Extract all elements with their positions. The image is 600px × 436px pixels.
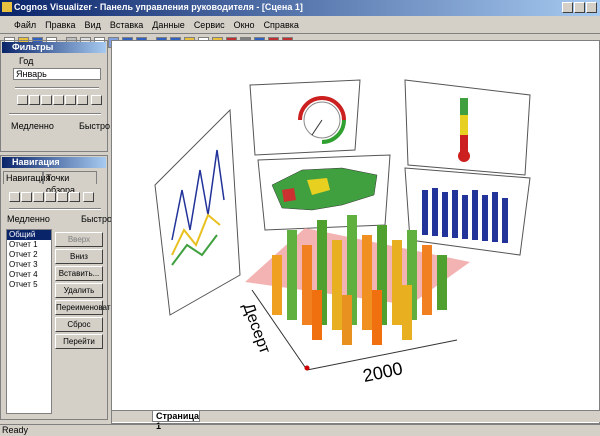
menu-item[interactable]: Файл [14,20,37,30]
tab-label: Навигация [6,173,51,183]
fast-label: Быстро [79,121,111,131]
media-button[interactable] [41,95,52,105]
media-button[interactable] [53,95,64,105]
thermo-tube [460,115,468,135]
maximize[interactable] [574,2,585,13]
status-text: Ready [2,425,29,435]
line-panel[interactable] [154,108,241,316]
list-item[interactable]: Общий план [7,230,51,249]
list-item[interactable]: Отчет 5 [9,280,38,289]
panel-title: Навигация [12,157,60,167]
sheet-tab-label: Страница 1 [156,411,200,431]
panel-title: Фильтры [12,42,54,52]
minimize[interactable] [562,2,573,13]
separator [0,33,600,34]
tab[interactable]: Навигация [3,171,50,184]
speed-slider[interactable] [9,208,101,210]
nav-button[interactable]: Вставить... [55,266,103,281]
panel-bars [422,188,508,243]
list-item[interactable]: Отчет 1 [9,240,38,249]
list-item[interactable]: Отчет 4 [9,270,38,279]
media-button[interactable] [21,192,32,202]
filter-value-text: Январь [16,69,47,79]
bars-3d [272,215,447,345]
list-item[interactable]: Отчет 3 [9,260,38,269]
media-button[interactable] [77,95,88,105]
tab-label: Точки обзора [46,173,76,195]
speed-slider[interactable] [9,113,101,115]
media-button[interactable] [65,95,76,105]
fast-label: Быстро [81,214,113,224]
menu-item[interactable]: Правка [45,20,76,30]
scene-3d: Десерт 2000 [154,79,531,386]
menu-item[interactable]: Данные [152,20,185,30]
media-button[interactable] [33,192,44,202]
media-button[interactable] [57,192,68,202]
list-item[interactable]: Отчет 2 [9,250,38,259]
axis-label: Десерт [239,301,273,357]
slow-label: Медленно [11,121,54,131]
slow-label: Медленно [7,214,50,224]
view-list: Общий план Отчет 1 Отчет 2 Отчет 3 Отчет 4 От… [6,229,52,414]
gauge-arc [298,96,346,121]
map-region [282,188,296,202]
menu-bar: Файл Правка Вид Вставка Данные Сервис Окно Спра… [14,18,299,32]
tab[interactable]: Точки обзора [43,171,97,195]
sheet-tab[interactable]: Страница 1 [152,411,200,431]
media-button[interactable] [83,192,94,202]
panel-header: Фильтры [2,42,106,53]
menu-item[interactable]: Сервис [193,20,225,30]
gauge-needle [311,119,323,136]
media-button[interactable] [17,95,28,105]
nav-button[interactable]: Вверх [55,232,103,247]
panel-line [171,149,225,241]
thermo-tube [460,135,468,153]
nav-button[interactable]: Вниз [55,249,103,264]
media-button[interactable] [9,192,20,202]
navigation-panel: Навигация Навигация Точки обзора Медленн… [0,155,115,420]
nav-button[interactable]: Переименовать [55,300,115,315]
title-bar: Cognos Visualizer - Панель управления ру… [0,0,600,16]
media-button[interactable] [29,95,40,105]
status-bar: Ready [0,424,600,436]
nav-button[interactable]: Сброс [55,317,103,332]
menu-item[interactable]: Вставка [109,20,144,30]
menu-item[interactable]: Окно [233,20,255,30]
media-button[interactable] [91,95,102,105]
panel-header: Навигация [2,157,106,168]
filter-value[interactable]: Январь [13,68,101,80]
axis-line [251,289,308,371]
sheet-tabs: Страница 1 [112,410,600,431]
axis-line [306,339,458,371]
filters-panel: Фильтры Год Январь Медленно Быстро [0,40,111,152]
map-region [307,178,330,195]
nav-button[interactable]: Удалить [55,283,103,298]
media-button[interactable] [45,192,56,202]
axis-label: 2000 [361,358,404,386]
nav-button[interactable]: Перейти [55,334,103,349]
thermo-bulb [458,150,470,162]
menu-item[interactable]: Вид [84,20,101,30]
panel-line [171,234,218,266]
close[interactable] [586,2,597,13]
gauge-arc [321,119,346,144]
origin-dot [304,365,310,371]
app-icon [2,2,12,12]
slider[interactable] [15,87,99,89]
filter-field: Год [19,56,34,66]
menu-item[interactable]: Справка [263,20,299,30]
media-button[interactable] [69,192,80,202]
panel-line [171,213,221,256]
window-title: Cognos Visualizer - Панель управления ру… [14,2,303,12]
